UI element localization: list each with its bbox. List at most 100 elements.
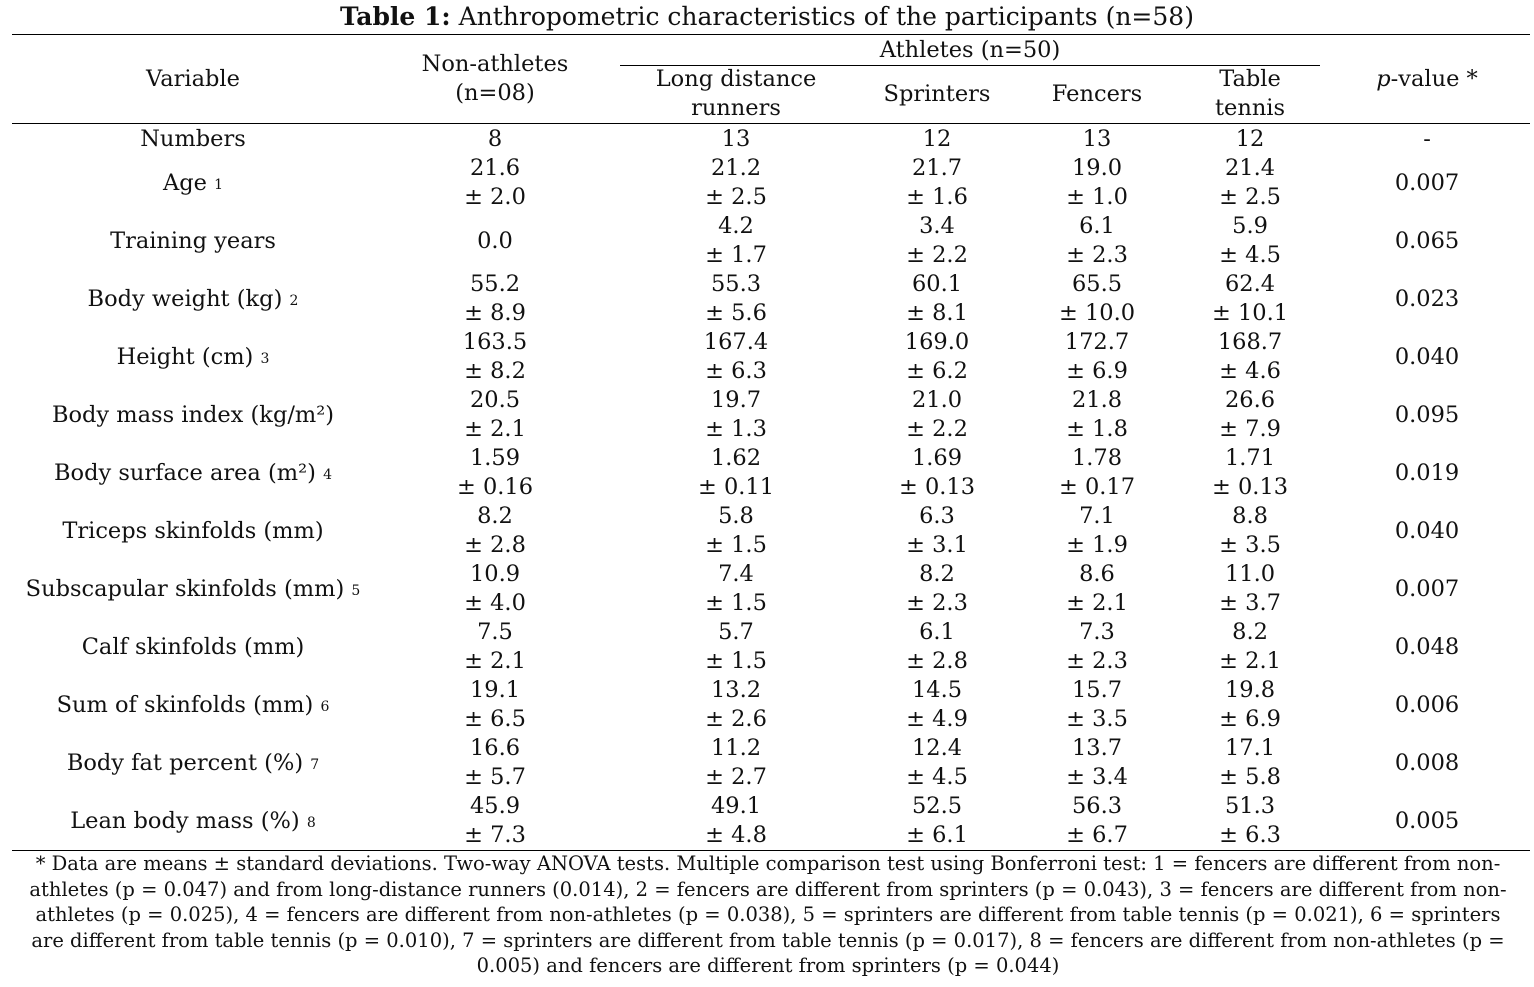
cell-sd: ± 2.1 — [1219, 648, 1281, 674]
table-row: Body surface area (m²) 4 1.59 ± 0.16 1.62 ± … — [12, 444, 1530, 502]
cell-value: 6.1 ± 2.8 — [856, 618, 1018, 676]
cell-mean: 1.71 — [1224, 445, 1276, 471]
cell-mean: 60.1 — [911, 271, 963, 297]
cell-value: 167.4 ± 6.3 — [616, 328, 856, 386]
cell-value: 7.1 ± 1.9 — [1018, 502, 1176, 560]
cell-pvalue: 0.005 — [1324, 792, 1531, 851]
cell-sd: ± 7.3 — [464, 822, 526, 848]
cell-sd: ± 0.16 — [456, 474, 534, 500]
cell-mean: 6.1 — [919, 619, 955, 645]
table-title-text: Anthropometric characteristics of the pa… — [450, 2, 1194, 31]
cell-sd: ± 6.7 — [1066, 822, 1128, 848]
cell-mean: 169.0 — [904, 329, 970, 355]
header-nonathletes: Non-athletes (n=08) — [374, 34, 616, 124]
cell-mean: 62.4 — [1224, 271, 1276, 297]
footnote-marker: 8 — [306, 814, 316, 831]
cell-value: 13.2 ± 2.6 — [616, 676, 856, 734]
cell-sd: ± 0.17 — [1058, 474, 1136, 500]
cell-value: 13 — [721, 125, 751, 152]
cell-sd: ± 2.1 — [1066, 590, 1128, 616]
row-label: Body surface area (m²) 4 — [12, 444, 374, 502]
cell-value: 172.7 ± 6.9 — [1018, 328, 1176, 386]
cell-sd: ± 6.2 — [906, 358, 968, 384]
cell-value: 21.6 ± 2.0 — [374, 154, 616, 212]
cell-mean: 3.4 — [919, 213, 955, 239]
cell-sd: ± 2.8 — [464, 532, 526, 558]
footnote-marker: 3 — [260, 350, 270, 367]
row-label-text: Height (cm) — [116, 343, 254, 370]
header-pvalue: p-value * — [1324, 34, 1531, 124]
cell-value: 19.0 ± 1.0 — [1018, 154, 1176, 212]
cell-value: 10.9 ± 4.0 — [374, 560, 616, 618]
cell-pvalue: 0.023 — [1394, 285, 1460, 312]
cell-value: 12 — [922, 125, 952, 152]
cell-sd: ± 2.3 — [906, 590, 968, 616]
row-label: Body weight (kg) 2 — [12, 270, 374, 328]
cell-sd: ± 2.0 — [464, 184, 526, 210]
cell-value: 21.2 ± 2.5 — [616, 154, 856, 212]
cell-value: 8.2 ± 2.1 — [1176, 618, 1324, 676]
cell-sd: ± 6.5 — [464, 706, 526, 732]
cell-value: 51.3 ± 6.3 — [1176, 792, 1325, 851]
anthropometric-table: Variable Non-athletes (n=08) Athletes (n=… — [12, 34, 1531, 851]
row-label: Subscapular skinfolds (mm) 5 — [12, 560, 374, 618]
header-long-distance-runners: Long distance runners — [616, 65, 856, 124]
header-tt-line2: tennis — [1214, 95, 1286, 121]
cell-mean: 8.2 — [919, 561, 955, 587]
cell-value: 8.8 ± 3.5 — [1176, 502, 1324, 560]
cell-value: 20.5 ± 2.1 — [374, 386, 616, 444]
cell-sd: ± 3.7 — [1219, 590, 1281, 616]
cell-sd: ± 2.3 — [1066, 648, 1128, 674]
cell-sd: ± 4.9 — [906, 706, 968, 732]
cell-value: 15.7 ± 3.5 — [1018, 676, 1176, 734]
cell-value: 26.6 ± 7.9 — [1176, 386, 1324, 444]
cell-mean: 19.1 — [469, 677, 521, 703]
cell-mean: 26.6 — [1224, 387, 1276, 413]
cell-sd: ± 4.8 — [705, 822, 767, 848]
cell-pvalue: 0.048 — [1394, 633, 1460, 660]
row-label-text: Subscapular skinfolds (mm) — [25, 575, 345, 602]
cell-value: 19.1 ± 6.5 — [374, 676, 616, 734]
header-athletes-group: Athletes (n=50) — [616, 34, 1325, 66]
cell-sd: ± 1.3 — [705, 416, 767, 442]
cell-pvalue: 0.007 — [1394, 575, 1460, 602]
cell-mean: 168.7 — [1217, 329, 1283, 355]
cell-value: 5.8 ± 1.5 — [616, 502, 856, 560]
footnote-marker: 4 — [323, 466, 332, 483]
cell-mean: 172.7 — [1064, 329, 1130, 355]
cell-sd: ± 4.0 — [464, 590, 526, 616]
cell-mean: 5.8 — [718, 503, 754, 529]
cell-mean: 4.2 — [718, 213, 754, 239]
cell-value: 12.4 ± 4.5 — [856, 734, 1018, 792]
cell-pvalue: - — [1423, 125, 1431, 152]
cell-value: 55.2 ± 8.9 — [374, 270, 616, 328]
cell-value: 13 — [1082, 125, 1112, 152]
cell-mean: 13.2 — [710, 677, 762, 703]
row-label-text: Triceps skinfolds (mm) — [62, 517, 324, 544]
cell-value: 45.9 ± 7.3 — [374, 792, 616, 851]
cell-sd: ± 5.6 — [705, 300, 767, 326]
cell-mean: 21.4 — [1224, 155, 1276, 181]
cell-sd: ± 6.1 — [906, 822, 968, 848]
cell-sd: ± 2.5 — [1219, 184, 1281, 210]
row-label: Sum of skinfolds (mm) 6 — [12, 676, 374, 734]
cell-mean: 52.5 — [911, 793, 963, 819]
cell-sd: ± 2.8 — [906, 648, 968, 674]
cell-sd: ± 1.8 — [1066, 416, 1128, 442]
cell-mean: 8.2 — [1232, 619, 1268, 645]
cell-mean: 12.4 — [911, 735, 963, 761]
cell-value: 4.2 ± 1.7 — [616, 212, 856, 270]
cell-sd: ± 2.6 — [705, 706, 767, 732]
cell-sd: ± 1.9 — [1066, 532, 1128, 558]
cell-mean: 49.1 — [710, 793, 762, 819]
cell-mean: 21.6 — [469, 155, 521, 181]
table-row: Subscapular skinfolds (mm) 5 10.9 ± 4.0 7.4… — [12, 560, 1530, 618]
table-row: Body fat percent (%) 7 16.6 ± 5.7 11.2 ± 2.7… — [12, 734, 1530, 792]
cell-value: 1.62 ± 0.11 — [616, 444, 856, 502]
cell-value: 1.78 ± 0.17 — [1018, 444, 1176, 502]
cell-mean: 6.1 — [1079, 213, 1115, 239]
cell-value: 1.59 ± 0.16 — [374, 444, 616, 502]
cell-sd: ± 2.2 — [906, 242, 968, 268]
group-underline — [620, 65, 1321, 66]
row-label-text: Body mass index (kg/m²) — [51, 401, 335, 428]
